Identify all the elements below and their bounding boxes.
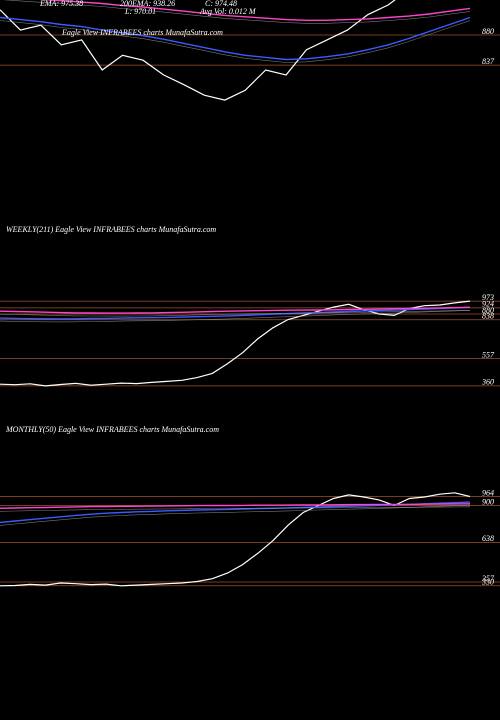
price-line: [0, 300, 470, 387]
ema-line: [0, 16, 470, 61]
panel-title: MONTHLY(50) Eagle View INFRABEES charts …: [5, 425, 219, 434]
plot-area: [0, 300, 470, 387]
ema-shadow: [2, 0, 470, 24]
plot-area: [0, 0, 470, 101]
ema-line: [40, 0, 470, 21]
y-tick-label: 924: [482, 300, 494, 309]
ema-line: [0, 306, 470, 320]
price-line: [0, 0, 396, 101]
y-tick-label: 330: [481, 578, 494, 587]
ema-line: [0, 306, 470, 314]
ema-shadow: [0, 504, 470, 526]
info-label: C: 974.48: [205, 0, 237, 8]
y-tick-label: 900: [482, 497, 494, 506]
ema-line: [0, 503, 470, 509]
y-tick-label: 557: [482, 350, 495, 359]
y-tick-label: 973: [482, 293, 494, 302]
y-tick-label: 360: [481, 378, 494, 387]
y-tick-label: 838: [482, 312, 494, 321]
ema-shadow: [0, 310, 470, 317]
ema-shadow: [0, 310, 470, 323]
info-label: EMA: 975.38: [39, 0, 83, 8]
y-tick-label: 880: [482, 306, 494, 315]
y-tick-label: 964: [482, 488, 494, 497]
plot-area: [0, 492, 470, 587]
y-tick-label: 837: [482, 57, 495, 66]
y-tick-label: 638: [482, 534, 494, 543]
y-tick-label: 357: [481, 574, 495, 583]
y-tick-label: 880: [482, 27, 494, 36]
info-label: L: 970.01: [124, 7, 156, 16]
info-label: 200EMA: 938.26: [120, 0, 175, 8]
ema-shadow: [0, 506, 470, 512]
panel-title: Eagle View INFRABEES charts MunafaSutra.…: [61, 28, 223, 37]
ema-shadow: [0, 20, 470, 63]
panel-title: WEEKLY(211) Eagle View INFRABEES charts …: [6, 225, 216, 234]
info-label: Avg Vol: 0.012 M: [199, 7, 257, 16]
